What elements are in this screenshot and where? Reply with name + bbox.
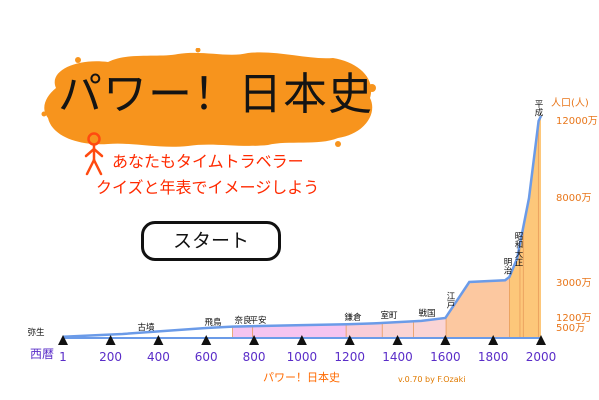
triangle-marker-icon[interactable]: [153, 335, 164, 345]
x-tick-label: 1000: [287, 350, 318, 364]
era-fill-6: [382, 321, 414, 338]
triangle-marker-icon[interactable]: [392, 335, 403, 345]
footer-title: パワー！日本史: [263, 371, 340, 384]
x-tick-label: 600: [195, 350, 218, 364]
triangle-marker-icon[interactable]: [488, 335, 499, 345]
era-label-4[interactable]: 平安: [249, 315, 266, 326]
era-label-8[interactable]: 江戸: [445, 292, 455, 310]
era-fill-9: [509, 244, 520, 338]
population-tick-label: 500万: [556, 323, 585, 334]
era-fill-7: [413, 316, 447, 338]
era-label-5[interactable]: 鎌倉: [344, 312, 362, 323]
x-tick-label: 1400: [382, 350, 413, 364]
tagline-2: クイズと年表でイメージしよう: [96, 178, 320, 197]
tagline-1: あなたもタイムトラベラー: [112, 152, 304, 171]
era-fill-10: [520, 227, 524, 338]
triangle-marker-icon[interactable]: [344, 335, 355, 345]
x-tick-label: 1800: [478, 350, 509, 364]
era-fill-8: [446, 277, 510, 338]
triangle-marker-icon[interactable]: [440, 335, 451, 345]
era-fill-5: [346, 323, 383, 338]
triangle-marker-icon[interactable]: [201, 335, 212, 345]
era-label-7[interactable]: 戦国: [418, 308, 435, 319]
x-tick-label: 2000: [526, 350, 557, 364]
triangle-marker-icon[interactable]: [58, 335, 68, 345]
era-label-12[interactable]: 平成: [533, 100, 543, 118]
era-label-1[interactable]: 古墳: [137, 322, 155, 333]
era-fill-2: [204, 326, 233, 338]
era-label-9[interactable]: 明治: [502, 258, 512, 276]
version-label: v.0.70 by F.Ozaki: [398, 375, 466, 384]
era-fill-4: [252, 324, 347, 338]
era-label-6[interactable]: 室町: [380, 310, 398, 321]
era-fill-12: [538, 116, 541, 338]
x-tick-label: 1600: [430, 350, 461, 364]
stick-figure-icon: [84, 132, 104, 176]
title-banner: [41, 48, 376, 147]
era-fill-3: [232, 326, 253, 338]
app-title: パワー！日本史: [58, 69, 373, 120]
population-tick-label: 8000万: [556, 193, 591, 204]
banner-splash: [44, 52, 373, 147]
era-label-10[interactable]: 大正: [513, 249, 523, 267]
era-fill-11: [523, 122, 539, 339]
x-tick-label: 1200: [334, 350, 365, 364]
population-tick-label: 3000万: [556, 278, 591, 289]
era-label-2[interactable]: 飛鳥: [204, 317, 222, 328]
population-tick-label: 1200万: [556, 313, 591, 324]
population-tick-label: 12000万: [556, 116, 598, 127]
x-tick-label: 1: [59, 350, 67, 364]
y-axis-label: 人口(人): [551, 97, 589, 109]
triangle-marker-icon[interactable]: [105, 335, 116, 345]
start-button[interactable]: スタート: [141, 221, 281, 261]
x-tick-label: 800: [243, 350, 266, 364]
triangle-marker-icon[interactable]: [296, 335, 307, 345]
x-tick-label: 200: [99, 350, 122, 364]
x-axis-label: 西暦: [30, 347, 54, 361]
population-curve: [62, 115, 543, 339]
triangle-marker-icon[interactable]: [536, 335, 546, 345]
era-label-11[interactable]: 昭和: [513, 232, 523, 250]
x-tick-label: 400: [147, 350, 170, 364]
era-label-0[interactable]: 弥生: [27, 327, 45, 338]
era-label-3[interactable]: 奈良: [234, 315, 252, 326]
triangle-marker-icon[interactable]: [249, 335, 260, 345]
